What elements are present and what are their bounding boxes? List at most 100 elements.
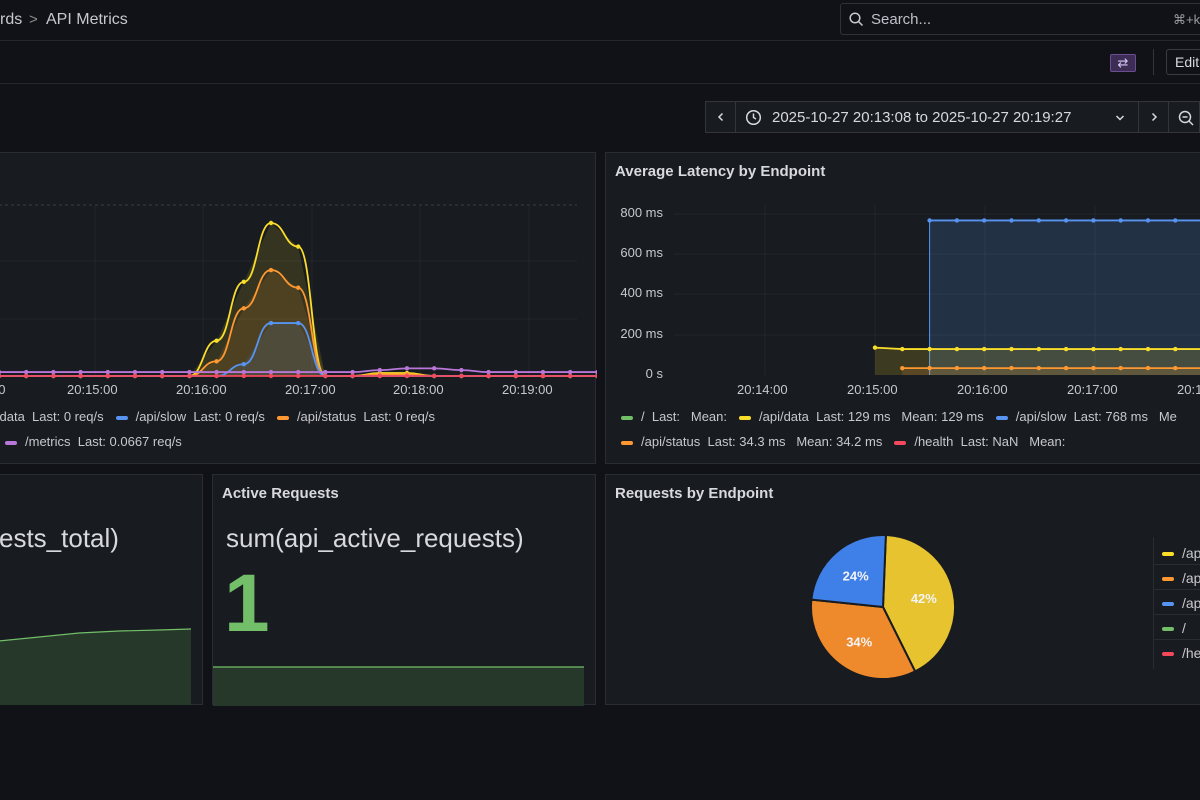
legend-name[interactable]: /api/slow <box>135 409 194 424</box>
data-point <box>51 373 56 379</box>
data-point <box>323 373 328 379</box>
panel-requests-by-endpoint: Requests by Endpoint 42% 34% 24% /ap/ap/ap… <box>605 474 1200 705</box>
data-point <box>1036 365 1041 371</box>
latency-legend-row2: /api/status Last: 34.3 ms Mean: 34.2 ms /… <box>609 434 1065 449</box>
data-point <box>24 373 29 379</box>
legend-swatch <box>276 415 289 420</box>
data-point <box>323 369 328 375</box>
data-point <box>595 373 597 379</box>
data-point <box>900 365 905 371</box>
data-point <box>486 373 491 379</box>
time-range-label: 2025-10-27 20:13:08 to 2025-10-27 20:19:… <box>772 109 1072 126</box>
stat-value: 1 <box>224 558 270 649</box>
data-point <box>568 373 573 379</box>
data-point <box>1091 218 1096 223</box>
legend-swatch <box>1162 627 1174 632</box>
legend-name[interactable]: /api/slow <box>1015 409 1074 424</box>
legend-name[interactable]: /api/status <box>296 409 364 424</box>
data-point <box>268 220 274 226</box>
legend-name[interactable]: i/data <box>0 409 25 424</box>
search-input[interactable] <box>869 10 1133 29</box>
pie-legend-item[interactable]: /ap <box>1162 570 1200 586</box>
legend-value: Last: 0 req/s <box>32 409 104 424</box>
data-point <box>214 369 219 375</box>
data-point <box>1173 218 1178 223</box>
data-point <box>927 346 932 352</box>
data-point <box>296 285 301 290</box>
series-area-idata <box>0 223 597 376</box>
panel-active-requests: Active Requests sum(api_active_requests)… <box>212 474 596 706</box>
panel-latency: Average Latency by Endpoint 800 ms 600 ms… <box>605 152 1200 464</box>
share-button[interactable]: ⇄ <box>1110 54 1136 72</box>
data-point <box>187 373 192 379</box>
legend-value: Last: 34.3 ms Mean: 34.2 ms <box>707 434 883 449</box>
series-line-metrics <box>0 367 597 373</box>
legend-name[interactable]: / <box>641 409 652 424</box>
pie-legend-item[interactable]: /ap <box>1162 545 1200 561</box>
edit-button[interactable]: Edit <box>1166 49 1200 75</box>
pie-legend-item[interactable]: /ap <box>1162 595 1200 611</box>
search-box[interactable]: ⌘+k <box>840 3 1200 35</box>
data-point <box>1063 218 1069 223</box>
data-point <box>1063 346 1069 352</box>
data-point <box>982 218 987 223</box>
data-point <box>1063 365 1069 371</box>
time-forward-button[interactable] <box>1138 101 1169 133</box>
zoom-out-button[interactable] <box>1168 101 1200 133</box>
data-point <box>927 365 932 371</box>
legend-swatch <box>5 440 17 445</box>
time-back-button[interactable] <box>705 101 736 133</box>
legend-swatch <box>894 440 907 445</box>
time-range-picker[interactable]: 2025-10-27 20:13:08 to 2025-10-27 20:19:… <box>735 101 1139 133</box>
pie-slice-label: 42% <box>911 591 937 606</box>
legend-swatch <box>1162 552 1174 557</box>
pie-slice[interactable] <box>810 598 917 680</box>
data-point <box>350 373 355 379</box>
data-point <box>214 338 219 343</box>
legend-value: Last: NaN Mean: <box>960 434 1066 449</box>
search-icon <box>849 12 864 27</box>
data-point <box>513 373 518 379</box>
page-title: API Metrics <box>46 11 128 28</box>
legend-divider <box>1154 589 1200 590</box>
legend-value: Last: 0 req/s <box>193 409 265 424</box>
legend-name[interactable]: /health <box>914 434 961 449</box>
data-point <box>1009 365 1014 371</box>
data-point <box>132 369 138 375</box>
legend-value: Last: Mean: <box>651 409 727 424</box>
requests-legend-row2: /metrics Last: 0.0667 req/s <box>0 434 182 449</box>
data-point <box>432 366 437 371</box>
data-point <box>540 369 546 375</box>
legend-name[interactable]: /api/status <box>641 434 708 449</box>
zoom-out-icon <box>1178 110 1194 126</box>
x-tick-label: 20:17:00 <box>285 382 336 397</box>
pie-slice[interactable] <box>810 534 887 609</box>
x-tick-label: 20:14:00 <box>737 382 788 397</box>
data-point <box>296 369 301 375</box>
x-tick-label: 20:15:00 <box>67 382 118 397</box>
pie-slice-label: 34% <box>846 634 872 649</box>
y-tick-label: 600 ms <box>620 245 663 260</box>
data-point <box>900 346 905 352</box>
total-requests-sparkline <box>0 628 192 705</box>
requests-pie-chart: 42% 34% 24% <box>810 534 956 680</box>
data-point <box>51 369 56 375</box>
legend-name[interactable]: /api/data <box>759 409 817 424</box>
pie-legend-item[interactable]: /he <box>1162 645 1200 661</box>
data-point <box>350 369 355 375</box>
data-point <box>241 362 246 367</box>
data-point <box>105 373 111 379</box>
data-point <box>214 373 219 379</box>
data-point <box>160 369 165 375</box>
pie-legend-item[interactable]: / <box>1162 620 1186 636</box>
data-point <box>241 306 246 311</box>
legend-value: Last: 129 ms Mean: 129 ms <box>816 409 984 424</box>
data-point <box>268 373 274 379</box>
breadcrumb-parent[interactable]: rds <box>0 11 23 28</box>
data-point <box>1145 346 1151 352</box>
data-point <box>1145 365 1151 371</box>
pie-slice[interactable] <box>881 534 956 673</box>
legend-name[interactable]: /metrics <box>25 434 78 449</box>
legend-label: /he <box>1182 645 1200 661</box>
y-tick-label: 800 ms <box>620 205 663 220</box>
